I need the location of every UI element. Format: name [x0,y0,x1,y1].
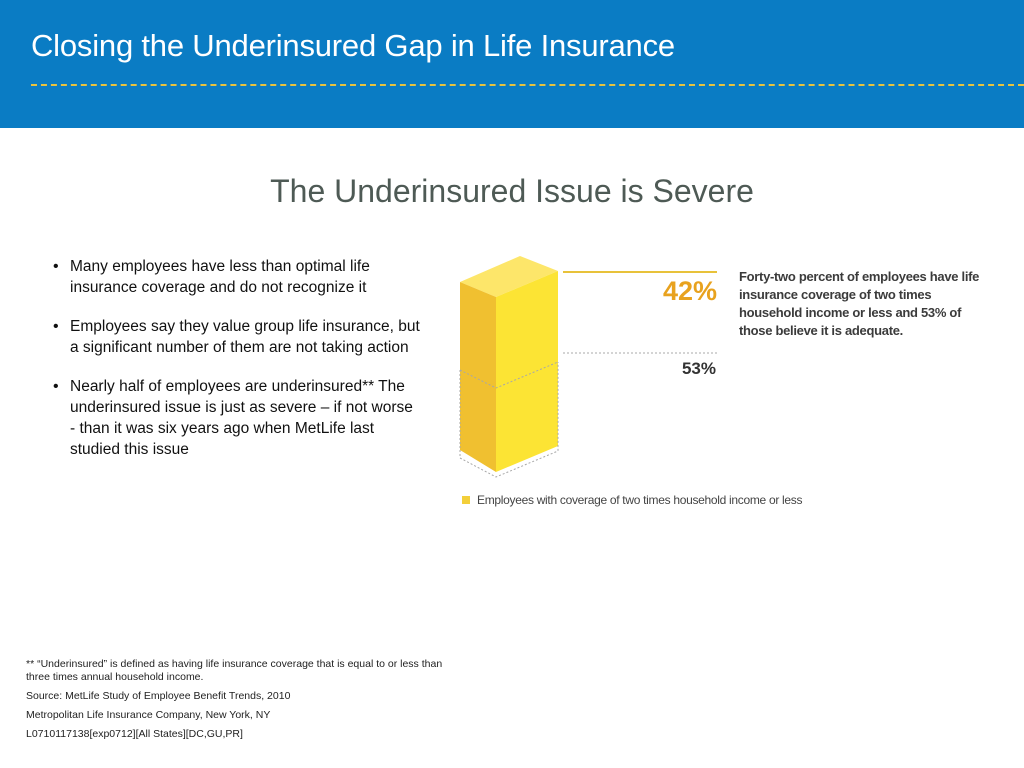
bullet-item: Employees say they value group life insu… [50,316,420,358]
footnote-code: L0710117138[exp0712][All States][DC,GU,P… [26,728,243,740]
slide-subtitle: The Underinsured Issue is Severe [0,173,1024,210]
header-dashed-rule [31,84,1024,86]
sub-value-divider [459,361,559,389]
coverage-chart: 42% 53% Employees with coverage of two t… [440,240,1000,530]
page-title: Closing the Underinsured Gap in Life Ins… [31,28,675,63]
value-label: 42% [663,276,717,306]
slide-subtitle-text: The Underinsured Issue is Severe [270,173,754,209]
sub-value-outline [459,362,559,478]
bullet-item: Nearly half of employees are underinsure… [50,376,420,460]
legend-label: Employees with coverage of two times hou… [477,493,803,507]
bar-top-face [460,256,558,297]
footnote-definition: ** “Underinsured” is defined as having l… [26,658,443,683]
chart-annotation: Forty-two percent of employees have life… [739,269,980,338]
legend-swatch [462,496,470,504]
bullet-list: Many employees have less than optimal li… [50,256,420,478]
bar-front-face [496,271,558,472]
bar-side-face [460,282,496,472]
footnote-source: Source: MetLife Study of Employee Benefi… [26,690,291,702]
bullet-item: Many employees have less than optimal li… [50,256,420,298]
sub-value-label: 53% [682,359,716,378]
footer-notes: ** “Underinsured” is defined as having l… [26,658,466,747]
footnote-company: Metropolitan Life Insurance Company, New… [26,709,271,721]
chart-svg: 42% 53% Employees with coverage of two t… [459,256,803,507]
header-bar: Closing the Underinsured Gap in Life Ins… [0,0,1024,128]
